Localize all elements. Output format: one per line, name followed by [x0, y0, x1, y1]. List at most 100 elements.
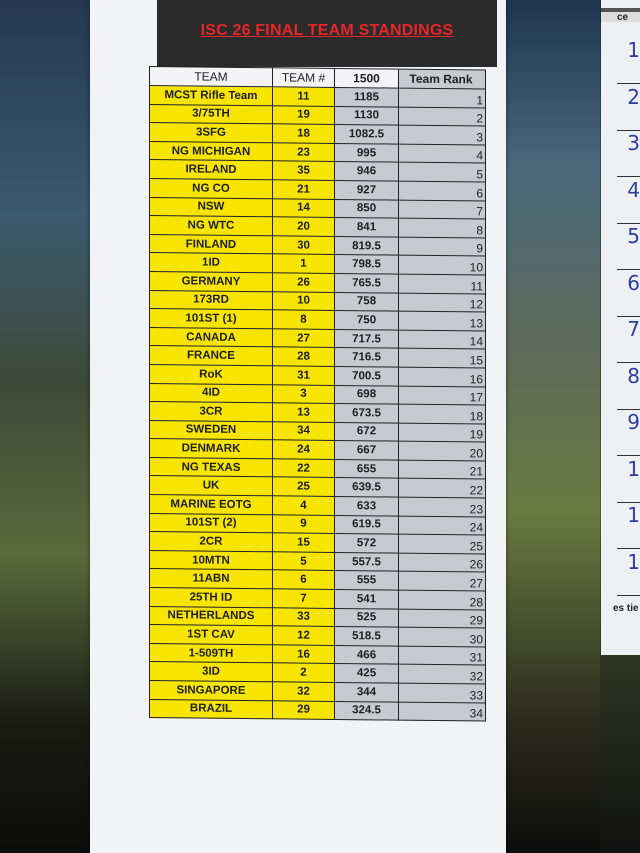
- team-rank-cell: 14: [398, 329, 486, 350]
- score-1500-cell: 758: [334, 291, 399, 312]
- team-name-cell: SWEDEN: [149, 420, 273, 441]
- score-1500-cell: 619.5: [334, 515, 399, 535]
- handwritten-number: 5: [617, 224, 640, 270]
- team-rank-cell: 6: [398, 181, 486, 201]
- team-rank-cell: 27: [398, 571, 486, 592]
- team-name-cell: 1ID: [149, 252, 273, 273]
- team-name-cell: 1-509TH: [149, 643, 273, 664]
- score-1500-cell: 995: [334, 143, 399, 163]
- score-1500-cell: 425: [334, 663, 399, 684]
- team-name-cell: 173RD: [149, 290, 273, 310]
- team-name-cell: NG MICHIGAN: [149, 141, 273, 162]
- score-1500-cell: 716.5: [334, 347, 399, 368]
- team-rank-cell: 28: [398, 590, 486, 610]
- score-1500-cell: 667: [334, 440, 399, 460]
- team-rank-cell: 25: [398, 534, 486, 554]
- team-name-cell: MARINE EOTG: [149, 494, 273, 515]
- team-name-cell: 4ID: [149, 383, 273, 403]
- score-1500-cell: 541: [334, 589, 399, 609]
- team-rank-cell: 17: [398, 385, 486, 406]
- team-name-cell: 101ST (2): [149, 513, 273, 534]
- column-header-score: 1500: [334, 68, 399, 89]
- handwritten-number: 1: [617, 503, 640, 549]
- score-1500-cell: 765.5: [334, 273, 399, 293]
- team-name-cell: MCST Rifle Team: [149, 85, 273, 106]
- score-1500-cell: 1185: [334, 87, 399, 107]
- team-name-cell: 10MTN: [149, 550, 273, 571]
- team-number-cell: 24: [272, 440, 335, 460]
- team-rank-cell: 12: [398, 292, 486, 313]
- team-number-cell: 19: [272, 105, 335, 125]
- team-name-cell: FINLAND: [149, 234, 273, 255]
- team-number-cell: 35: [272, 161, 335, 181]
- score-1500-cell: 557.5: [334, 552, 399, 572]
- handwritten-number: 8: [617, 364, 640, 410]
- score-1500-cell: 344: [334, 682, 399, 702]
- team-rank-cell: 16: [398, 367, 486, 387]
- team-rank-cell: 34: [398, 701, 486, 722]
- background-glass-right: [505, 0, 600, 853]
- team-name-cell: 3CR: [149, 401, 273, 422]
- score-1500-cell: 850: [334, 199, 399, 219]
- score-1500-cell: 525: [334, 608, 399, 628]
- team-number-cell: 29: [272, 700, 335, 720]
- team-rank-cell: 21: [398, 459, 486, 480]
- team-number-cell: 12: [272, 626, 335, 646]
- team-rank-cell: 8: [398, 218, 486, 238]
- team-rank-cell: 7: [398, 199, 486, 220]
- team-name-cell: NG WTC: [149, 215, 273, 236]
- team-name-cell: RoK: [149, 364, 273, 385]
- background-glass-left: [0, 0, 92, 853]
- team-number-cell: 3: [272, 384, 335, 404]
- team-number-cell: 30: [272, 235, 335, 255]
- column-header-team: TEAM: [149, 66, 273, 87]
- score-1500-cell: 946: [334, 161, 399, 182]
- team-number-cell: 27: [272, 328, 335, 348]
- team-rank-cell: 10: [398, 255, 486, 275]
- score-1500-cell: 672: [334, 422, 399, 442]
- team-rank-cell: 15: [398, 348, 486, 368]
- score-1500-cell: 1130: [334, 106, 399, 126]
- score-1500-cell: 633: [334, 496, 399, 516]
- handwritten-number: 4: [617, 178, 640, 224]
- team-number-cell: 6: [272, 570, 335, 590]
- team-rank-cell: 13: [398, 311, 486, 331]
- handwritten-number: 1: [617, 550, 640, 596]
- team-name-cell: NETHERLANDS: [149, 606, 273, 627]
- adjacent-sheet-footer: es tie: [613, 603, 639, 614]
- team-rank-cell: 20: [398, 441, 486, 461]
- team-number-cell: 22: [272, 458, 335, 478]
- handwritten-number: 9: [617, 410, 640, 456]
- handwritten-number: 7: [617, 317, 640, 363]
- score-1500-cell: 717.5: [334, 329, 399, 349]
- team-name-cell: NG TEXAS: [149, 457, 273, 478]
- team-number-cell: 14: [272, 198, 335, 218]
- team-number-cell: 7: [272, 588, 335, 609]
- team-rank-cell: 32: [398, 664, 486, 685]
- team-rank-cell: 22: [398, 478, 486, 499]
- score-1500-cell: 466: [334, 645, 399, 665]
- page-title: ISC 26 FINAL TEAM STANDINGS: [200, 22, 454, 39]
- team-name-cell: 11ABN: [149, 568, 273, 589]
- team-name-cell: 3/75TH: [149, 104, 273, 124]
- score-1500-cell: 698: [334, 384, 399, 405]
- team-name-cell: CANADA: [149, 327, 273, 348]
- team-name-cell: UK: [149, 475, 273, 496]
- score-1500-cell: 639.5: [334, 477, 399, 498]
- team-name-cell: NG CO: [149, 178, 273, 199]
- handwritten-number: 1: [617, 457, 640, 503]
- team-name-cell: NSW: [149, 197, 273, 217]
- team-number-cell: 21: [272, 179, 335, 200]
- team-number-cell: 25: [272, 477, 335, 497]
- team-rank-cell: 29: [398, 608, 486, 629]
- team-name-cell: 3SFG: [149, 122, 273, 143]
- team-name-cell: 2CR: [149, 531, 273, 552]
- team-name-cell: DENMARK: [149, 438, 273, 459]
- team-number-cell: 15: [272, 533, 335, 553]
- handwritten-number: 3: [617, 131, 640, 177]
- team-name-cell: 25TH ID: [149, 587, 273, 608]
- team-name-cell: BRAZIL: [149, 699, 273, 719]
- column-header-team-rank: Team Rank: [398, 69, 486, 90]
- team-rank-cell: 31: [398, 645, 486, 666]
- handwritten-number: 1: [617, 38, 640, 84]
